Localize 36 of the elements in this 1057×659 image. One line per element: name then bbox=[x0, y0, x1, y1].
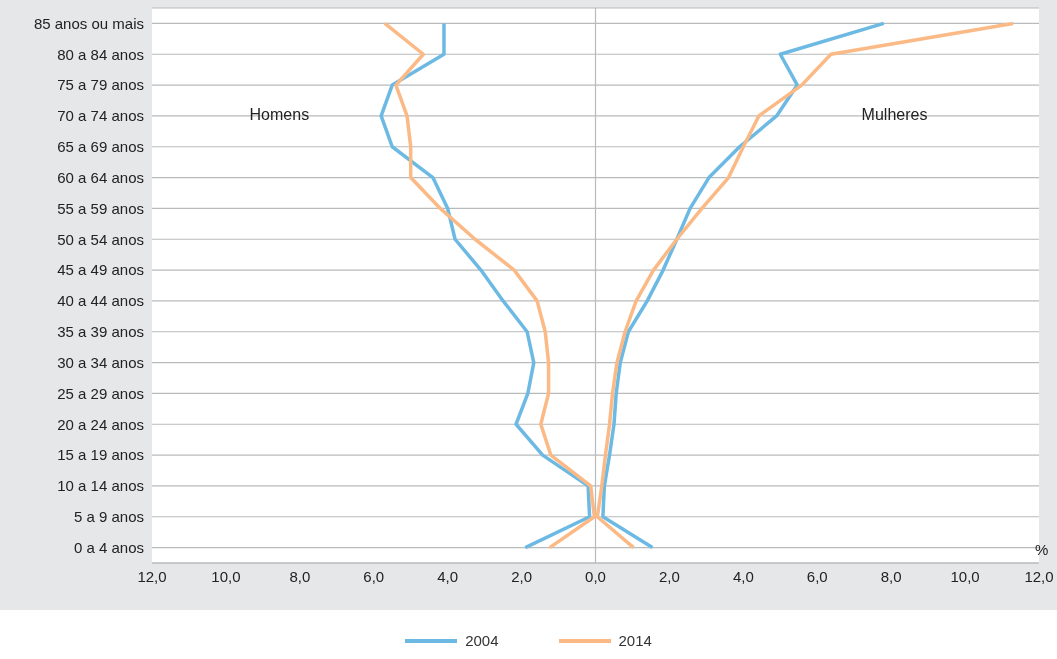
y-tick-label: 40 a 44 anos bbox=[57, 292, 144, 310]
y-tick-label: 10 a 14 anos bbox=[57, 477, 144, 495]
y-tick-label: 0 a 4 anos bbox=[73, 538, 144, 556]
x-tick-label: 2,0 bbox=[511, 567, 533, 585]
y-tick-label: 15 a 19 anos bbox=[57, 446, 144, 464]
x-tick-label: 8,0 bbox=[289, 567, 311, 585]
annotation: Mulheres bbox=[861, 105, 928, 124]
y-tick-label: 35 a 39 anos bbox=[57, 323, 144, 341]
y-tick-label: 80 a 84 anos bbox=[57, 45, 144, 63]
x-tick-label: 4,0 bbox=[732, 567, 754, 585]
x-tick-label: 10,0 bbox=[211, 567, 241, 585]
y-tick-label: 70 a 74 anos bbox=[57, 107, 144, 125]
x-tick-label: 12,0 bbox=[137, 567, 167, 585]
y-tick-label: 30 a 34 anos bbox=[57, 353, 144, 371]
y-tick-label: 45 a 49 anos bbox=[57, 261, 144, 279]
annotation: Homens bbox=[249, 105, 310, 124]
x-tick-label: 0,0 bbox=[585, 567, 606, 585]
y-tick-label: 5 a 9 anos bbox=[73, 508, 144, 526]
x-tick-label: 2,0 bbox=[658, 567, 680, 585]
legend-label: 2004 bbox=[465, 632, 499, 649]
x-tick-label: 4,0 bbox=[437, 567, 459, 585]
x-tick-label: 8,0 bbox=[880, 567, 902, 585]
x-tick-label: 10,0 bbox=[950, 567, 980, 585]
y-tick-label: 85 anos ou mais bbox=[33, 14, 144, 32]
y-tick-label: 25 a 29 anos bbox=[57, 384, 144, 402]
x-tick-label: 12,0 bbox=[1024, 567, 1054, 585]
y-tick-label: 60 a 64 anos bbox=[57, 168, 144, 186]
y-tick-label: 75 a 79 anos bbox=[57, 76, 144, 94]
x-axis-title: % bbox=[1035, 541, 1049, 558]
y-tick-label: 55 a 59 anos bbox=[57, 199, 144, 217]
x-tick-label: 6,0 bbox=[806, 567, 828, 585]
x-tick-label: 6,0 bbox=[363, 567, 385, 585]
legend-label: 2014 bbox=[618, 632, 652, 649]
y-tick-label: 50 a 54 anos bbox=[57, 230, 144, 248]
y-tick-label: 20 a 24 anos bbox=[57, 415, 144, 433]
y-tick-label: 65 a 69 anos bbox=[57, 138, 144, 156]
